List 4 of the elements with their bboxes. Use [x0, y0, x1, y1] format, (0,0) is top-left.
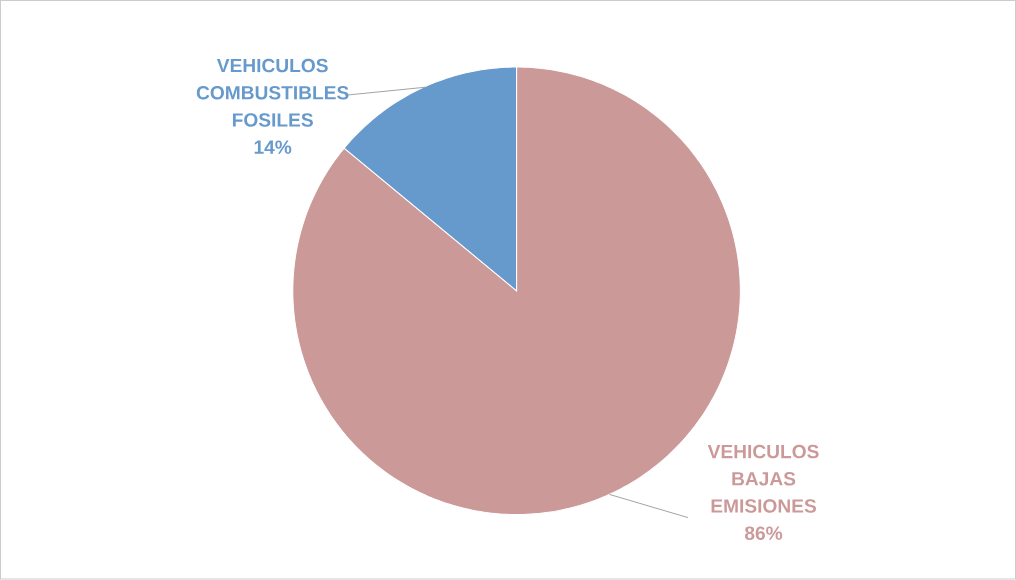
data-label: 86%: [744, 526, 783, 541]
slice-label: VEHICULOS BAJAS EMISIONES: [707, 444, 819, 513]
data-label: 14%: [254, 140, 292, 155]
slice-label: VEHICULOS COMBUSTIBLES FOSILES: [196, 58, 349, 127]
